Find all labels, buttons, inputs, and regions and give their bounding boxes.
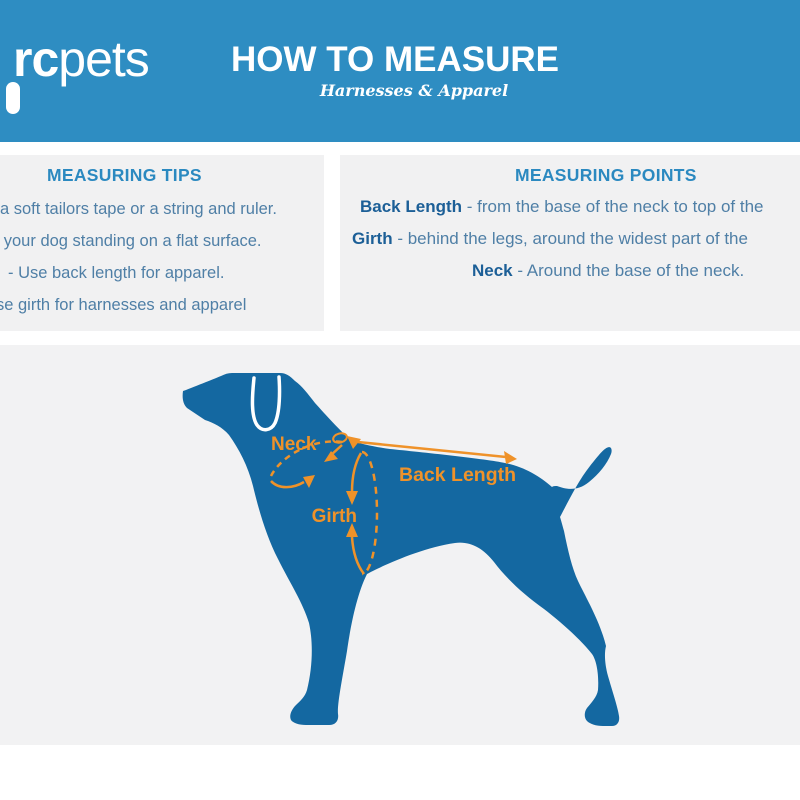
- back-length-line: [357, 440, 507, 459]
- point-term: Back Length: [360, 197, 463, 216]
- girth-arrowhead-up: [346, 523, 358, 537]
- measuring-tips-box: [0, 155, 324, 331]
- tip-line: e your dog standing on a flat surface.: [0, 232, 262, 250]
- logo-text-bold: rc: [13, 31, 59, 87]
- brand-logo: rcpets: [6, 31, 150, 114]
- collar-loop: [332, 432, 348, 444]
- girth-label: Girth: [312, 506, 357, 527]
- tip-line: - Use back length for apparel.: [8, 264, 225, 282]
- measuring-points-heading: MEASURING POINTS: [515, 165, 697, 185]
- dog-silhouette: [182, 373, 620, 726]
- back-length-label: Back Length: [399, 464, 516, 486]
- dog-measurement-diagram: Neck Girth Back Length: [182, 373, 620, 726]
- header-band: rcpets HOW TO MEASURE Harnesses & Appare…: [0, 0, 800, 142]
- logo-cut-glyph: [6, 82, 20, 114]
- page-subtitle: Harnesses & Apparel: [319, 81, 509, 100]
- tip-line: se girth for harnesses and apparel: [0, 296, 247, 314]
- neck-arrowhead-right: [303, 475, 315, 488]
- point-desc: - Around the base of the neck.: [512, 261, 745, 280]
- point-desc: - from the base of the neck to top of th…: [462, 197, 764, 216]
- neck-ellipse-solid: [270, 480, 305, 489]
- back-length-arrowhead-right: [504, 451, 517, 464]
- page-title: HOW TO MEASURE: [231, 40, 559, 79]
- point-term: Girth: [352, 229, 393, 248]
- measuring-points-box: [340, 155, 800, 331]
- girth-arc-upper: [350, 452, 363, 493]
- neck-arrowhead-left: [324, 451, 338, 462]
- ear-outline: [250, 375, 282, 432]
- measuring-tips-heading: MEASURING TIPS: [47, 165, 202, 185]
- point-back-length: Back Length - from the base of the neck …: [360, 197, 763, 217]
- girth-arrowhead-down: [346, 491, 358, 505]
- point-desc: - behind the legs, around the widest par…: [392, 229, 748, 248]
- tip-line: a soft tailors tape or a string and rule…: [0, 200, 277, 218]
- back-length-arrowhead-left: [347, 436, 361, 449]
- girth-arc-lower: [350, 536, 366, 575]
- neck-label: Neck: [271, 434, 317, 455]
- logo-text-light: pets: [58, 31, 150, 87]
- point-girth: Girth - behind the legs, around the wide…: [352, 229, 748, 249]
- point-term: Neck: [472, 261, 513, 280]
- point-neck: Neck - Around the base of the neck.: [472, 261, 744, 281]
- girth-ellipse-dashed: [361, 450, 379, 576]
